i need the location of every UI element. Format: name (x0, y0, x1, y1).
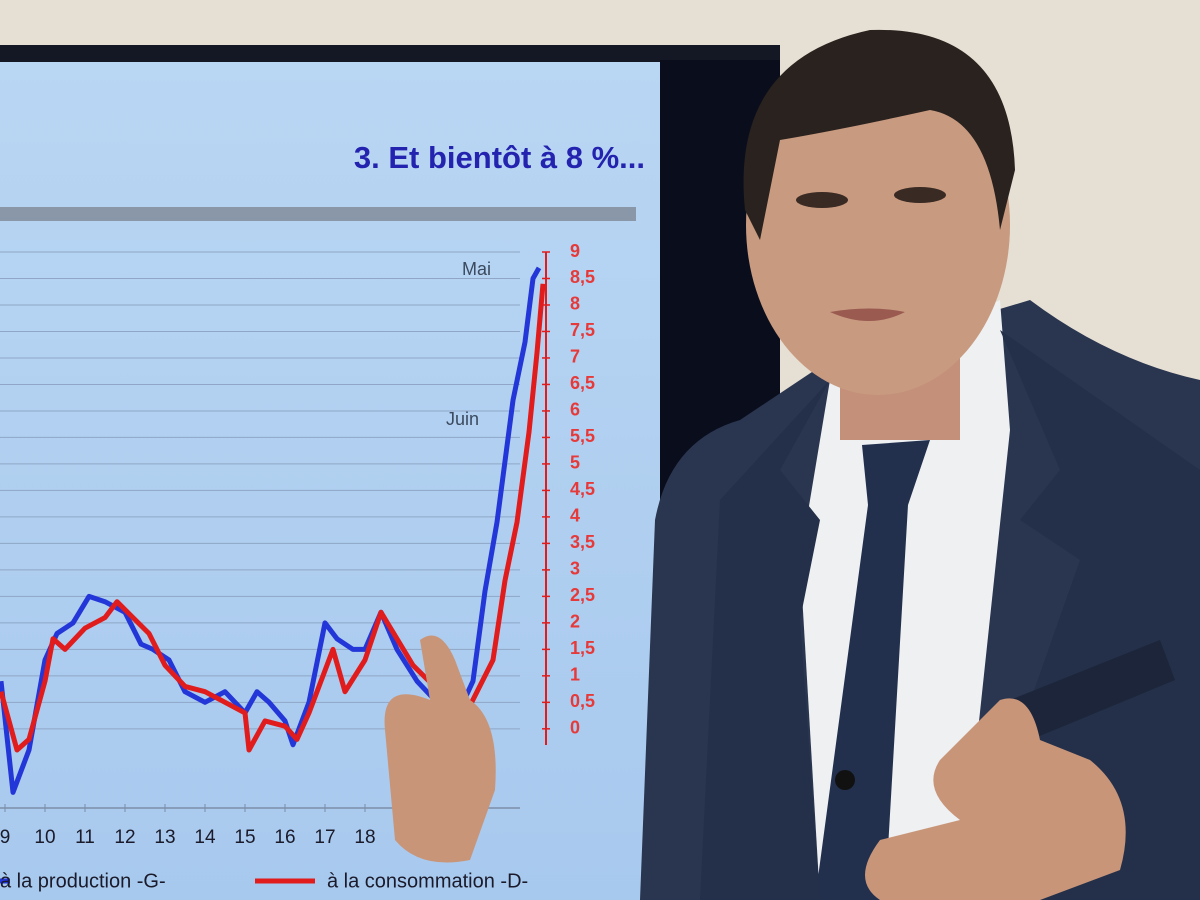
x-tick-label: 11 (75, 827, 95, 848)
y2-tick-label: 1 (570, 665, 580, 685)
person (384, 29, 1200, 900)
series-line (0, 283, 546, 753)
x-tick-label: 15 (234, 827, 255, 848)
mouth (830, 308, 905, 321)
x-tick-label: 16 (274, 827, 295, 848)
eye (894, 187, 946, 203)
y2-tick-label: 8 (570, 294, 580, 314)
y2-tick-label: 0,5 (570, 691, 595, 711)
x-tick-label: 13 (154, 827, 175, 848)
y2-tick-label: 2 (570, 612, 580, 632)
y2-tick-label: 3,5 (570, 532, 595, 552)
y2-tick-label: 0 (570, 718, 580, 738)
annotation: Mai (462, 259, 491, 279)
legend-label: à la production -G- (0, 870, 166, 892)
y2-tick-label: 8,5 (570, 267, 595, 287)
lapel-left (700, 380, 830, 900)
y2-tick-label: 3 (570, 559, 580, 579)
hair (743, 29, 1015, 241)
y2-tick-label: 6 (570, 400, 580, 420)
title-rule (0, 207, 636, 221)
head (746, 55, 1010, 395)
y2-tick-label: 6,5 (570, 373, 595, 393)
chart-title: 3. Et bientôt à 8 %... (354, 140, 645, 175)
x-tick-label: 9 (0, 827, 10, 848)
pocket (1010, 640, 1175, 740)
y2-tick-label: 5 (570, 453, 580, 473)
y2-tick-label: 1,5 (570, 638, 595, 658)
y2-tick-label: 2,5 (570, 585, 595, 605)
x-tick-label: 17 (314, 827, 335, 848)
legend-label: à la consommation -D- (327, 870, 528, 892)
hand-right (865, 698, 1126, 900)
y2-tick-label: 4 (570, 506, 580, 526)
y2-tick-label: 5,5 (570, 426, 595, 446)
x-tick-label: 12 (114, 827, 135, 848)
x-tick-label: 14 (194, 827, 216, 848)
screen (0, 62, 660, 900)
chart: 0 0,5 1 1,5 2 2,5 3 3,5 4 4,5 5 5,5 6 6,5 7 7,5 8 8,5 9 9 10… (0, 241, 595, 892)
microphone (835, 770, 855, 790)
x-tick-label: 10 (34, 827, 55, 848)
y2-tick-label: 4,5 (570, 479, 595, 499)
series-line (0, 266, 542, 795)
y2-tick-label: 9 (570, 241, 580, 261)
y2-tick-label: 7,5 (570, 320, 595, 340)
x-tick-label: 18 (354, 827, 375, 848)
y2-tick-label: 7 (570, 347, 580, 367)
annotation: Juin (446, 409, 479, 429)
eye (796, 192, 848, 208)
hand-left (384, 635, 496, 863)
